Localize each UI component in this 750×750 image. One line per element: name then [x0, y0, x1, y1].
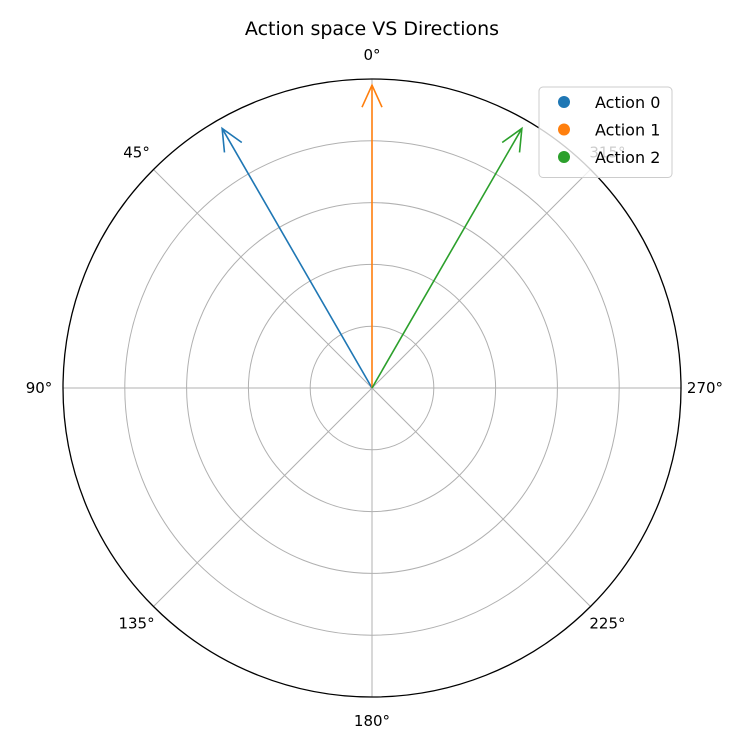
legend-frame [538, 86, 673, 178]
legend-marker [558, 151, 570, 163]
angle-tick-label: 180° [354, 712, 390, 730]
angle-tick-label: 225° [589, 614, 625, 632]
action-arrows [221, 83, 523, 389]
action-arrow [361, 83, 383, 388]
legend-marker [558, 123, 570, 136]
arrow-head [221, 126, 243, 153]
arrow-head [361, 83, 383, 108]
polar-frame [62, 78, 682, 698]
angular-gridline [153, 169, 373, 389]
angular-gridline [371, 169, 591, 389]
angle-tick-label: 0° [363, 46, 380, 64]
angle-tick-label: 135° [118, 614, 154, 632]
angular-gridline [371, 387, 591, 607]
legend-entry: Action 2 [595, 148, 660, 167]
angle-tick-label: 45° [123, 144, 150, 162]
angle-tick-label: 90° [26, 379, 53, 397]
arrow-shaft [221, 128, 373, 389]
angular-gridline [153, 387, 373, 607]
action-arrow [371, 126, 523, 389]
arrow-shaft [371, 128, 523, 389]
action-arrow [221, 126, 373, 389]
chart-title: Action space VS Directions [245, 18, 499, 40]
arrow-head [501, 126, 523, 153]
legend-entry: Action 1 [595, 121, 660, 140]
angle-tick-label: 270° [687, 379, 723, 397]
legend: Action 0 Action 1 Action 2 [538, 86, 673, 178]
legend-entry: Action 0 [595, 93, 660, 112]
legend-marker [558, 96, 570, 108]
